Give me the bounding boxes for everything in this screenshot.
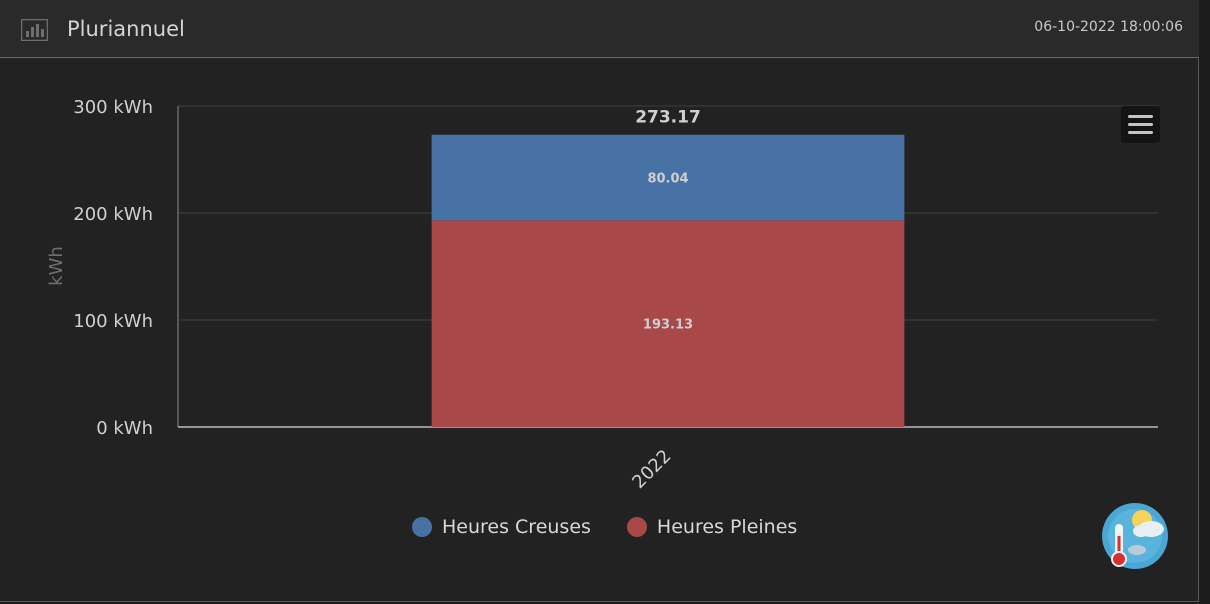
data-label: 193.13 <box>643 318 693 333</box>
y-tick-label: 200 kWh <box>73 204 153 225</box>
page-title: Pluriannuel <box>67 17 185 41</box>
hamburger-menu-line <box>1128 123 1153 126</box>
y-tick-label: 100 kWh <box>73 311 153 332</box>
legend: Heures Creuses Heures Pleines <box>412 514 797 540</box>
legend-dot <box>412 517 432 537</box>
x-tick-label: 2022 <box>628 446 675 493</box>
legend-label: Heures Pleines <box>656 516 798 538</box>
timestamp: 06-10-2022 18:00:06 <box>1034 19 1183 35</box>
y-tick-label: 300 kWh <box>73 97 153 118</box>
legend-item-heures-creuses[interactable]: Heures Creuses <box>412 516 591 538</box>
y-tick-label: 0 kWh <box>96 418 153 439</box>
weather-thermometer-icon[interactable] <box>1101 502 1169 570</box>
data-label: 80.04 <box>647 172 688 187</box>
y-axis-title: kWh <box>46 246 67 286</box>
legend-label: Heures Creuses <box>442 516 591 538</box>
chart-menu-button[interactable] <box>1121 106 1160 143</box>
total-label: 273.17 <box>635 108 701 128</box>
legend-dot <box>626 517 647 537</box>
bar-segment-heures-creuses <box>431 134 905 221</box>
hamburger-menu-line <box>1128 131 1153 134</box>
panel-header: Pluriannuel 06-10-2022 18:00:06 <box>0 0 1199 58</box>
bar-segment-heures-pleines <box>431 220 905 427</box>
hamburger-menu-icon <box>1128 115 1153 118</box>
legend-item-heures-pleines[interactable]: Heures Pleines <box>626 516 798 538</box>
bar-chart-icon <box>21 19 48 41</box>
chart: 0 kWh 100 kWh 200 kWh 300 kWh kWh 193.13 80.04… <box>46 97 1158 493</box>
